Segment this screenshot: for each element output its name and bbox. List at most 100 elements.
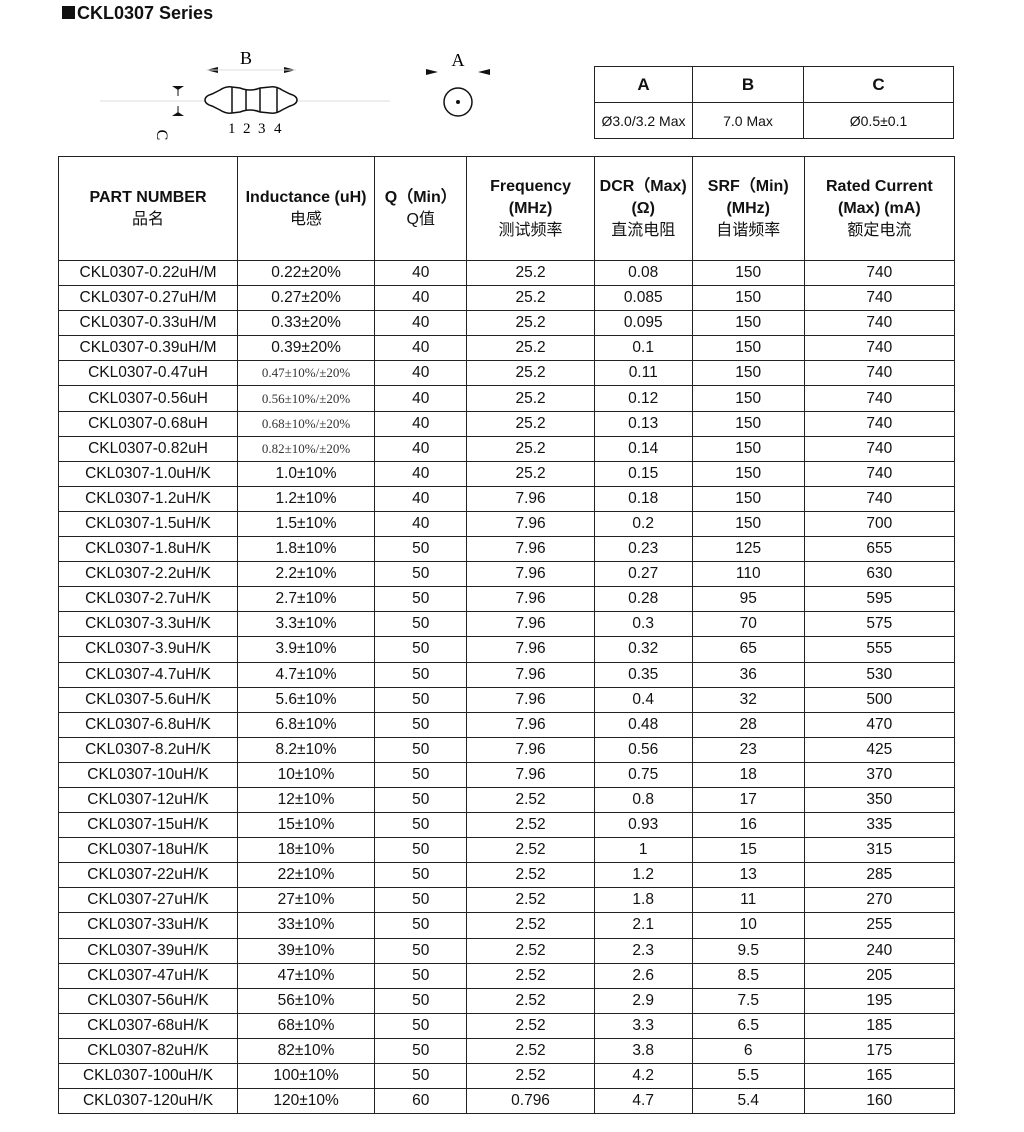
table-cell: 0.3 [593, 611, 693, 638]
table-cell: 13 [691, 862, 805, 889]
table-cell: CKL0307-1.2uH/K [57, 485, 239, 512]
table-cell: 50 [374, 937, 468, 964]
table-cell: 7.96 [466, 661, 595, 688]
table-row: CKL0307-1.8uH/K 1.8±10% 50 7.96 0.23 125 655 [57, 536, 956, 563]
table-row: CKL0307-1.0uH/K 1.0±10% 40 25.2 0.15 150 740 [57, 460, 956, 487]
table-cell: 25.2 [466, 435, 595, 462]
table-cell: 350 [803, 786, 956, 814]
table-cell: 25.2 [466, 335, 595, 362]
header-cn: 品名 [132, 210, 165, 228]
table-cell: CKL0307-3.9uH/K [57, 636, 239, 663]
table-cell: 25.2 [466, 285, 595, 312]
table-cell: CKL0307-82uH/K [57, 1037, 239, 1065]
table-cell: 740 [803, 310, 956, 337]
table-cell: 150 [691, 310, 805, 337]
table-cell: 50 [374, 1062, 468, 1090]
table-cell: 740 [803, 385, 956, 412]
table-cell: 0.93 [593, 812, 693, 839]
dim-header-c: C [803, 66, 954, 103]
table-cell: 50 [374, 661, 468, 688]
table-cell: 0.33±20% [237, 310, 376, 337]
table-cell: 25.2 [466, 360, 595, 387]
header-cn: 自谐频率 [716, 221, 781, 239]
table-cell: 50 [374, 761, 468, 788]
table-cell: CKL0307-15uH/K [57, 812, 239, 839]
table-cell: 6.8±10% [237, 711, 376, 738]
table-cell: 270 [803, 887, 956, 914]
table-row: CKL0307-5.6uH/K 5.6±10% 50 7.96 0.4 32 500 [57, 686, 956, 713]
table-cell: 175 [803, 1037, 956, 1065]
dim-header-a: A [594, 66, 693, 103]
table-row: CKL0307-82uH/K 82±10% 50 2.52 3.8 6 175 [57, 1037, 956, 1065]
table-cell: 0.18 [593, 485, 693, 512]
table-cell: 150 [691, 335, 805, 362]
table-cell: 0.32 [593, 636, 693, 663]
table-cell: 25.2 [466, 385, 595, 412]
table-cell: 500 [803, 686, 956, 713]
table-cell: 2.52 [466, 837, 595, 864]
table-row: CKL0307-4.7uH/K 4.7±10% 50 7.96 0.35 36 530 [57, 661, 956, 688]
table-cell: 25.2 [466, 259, 595, 287]
table-cell: 7.96 [466, 686, 595, 713]
table-cell: 28 [691, 711, 805, 738]
table-cell: 530 [803, 661, 956, 688]
table-cell: 70 [691, 611, 805, 638]
table-cell: 2.3 [593, 937, 693, 964]
table-cell: 0.75 [593, 761, 693, 788]
table-cell: CKL0307-33uH/K [57, 912, 239, 939]
dimensions-table: A B C Ø3.0/3.2 Max 7.0 Max Ø0.5±0.1 [594, 66, 954, 139]
table-cell: CKL0307-39uH/K [57, 937, 239, 964]
table-cell: CKL0307-0.39uH/M [57, 335, 239, 362]
table-cell: 12±10% [237, 786, 376, 814]
table-cell: 185 [803, 1012, 956, 1039]
svg-text:4: 4 [274, 121, 282, 137]
table-cell: 630 [803, 561, 956, 588]
table-cell: 40 [374, 335, 468, 362]
table-cell: 16 [691, 812, 805, 839]
table-cell: 50 [374, 611, 468, 638]
table-cell: 50 [374, 1037, 468, 1065]
table-cell: 2.52 [466, 786, 595, 814]
column-header: DCR（Max) (Ω) 直流电阻 [593, 156, 693, 261]
header-en: Frequency (MHz) [490, 177, 571, 217]
table-row: CKL0307-12uH/K 12±10% 50 2.52 0.8 17 350 [57, 786, 956, 814]
table-row: CKL0307-3.9uH/K 3.9±10% 50 7.96 0.32 65 555 [57, 636, 956, 663]
table-cell: 3.3±10% [237, 611, 376, 638]
table-cell: CKL0307-0.33uH/M [57, 310, 239, 337]
column-header: PART NUMBER 品名 [57, 156, 239, 261]
table-cell: 2.52 [466, 987, 595, 1014]
table-cell: CKL0307-100uH/K [57, 1062, 239, 1090]
table-cell: 740 [803, 485, 956, 512]
table-cell: 56±10% [237, 987, 376, 1014]
table-row: CKL0307-1.5uH/K 1.5±10% 40 7.96 0.2 150 700 [57, 510, 956, 538]
table-row: CKL0307-0.22uH/M 0.22±20% 40 25.2 0.08 150 740 [57, 259, 956, 287]
table-cell: 0.2 [593, 510, 693, 538]
table-cell: 50 [374, 812, 468, 839]
table-cell: 2.52 [466, 1012, 595, 1039]
table-cell: 125 [691, 536, 805, 563]
table-cell: 470 [803, 711, 956, 738]
table-cell: 150 [691, 460, 805, 487]
table-cell: 315 [803, 837, 956, 864]
table-cell: 0.085 [593, 285, 693, 312]
table-row: CKL0307-22uH/K 22±10% 50 2.52 1.2 13 285 [57, 862, 956, 889]
svg-text:1: 1 [228, 121, 236, 137]
table-row: CKL0307-56uH/K 56±10% 50 2.52 2.9 7.5 195 [57, 987, 956, 1014]
table-cell: 5.4 [691, 1088, 805, 1115]
table-cell: 0.39±20% [237, 335, 376, 362]
table-cell: 2.52 [466, 812, 595, 839]
table-cell: 50 [374, 887, 468, 914]
table-cell: 740 [803, 335, 956, 362]
table-cell: 240 [803, 937, 956, 964]
table-cell: 33±10% [237, 912, 376, 939]
table-cell: 7.96 [466, 761, 595, 788]
table-row: CKL0307-15uH/K 15±10% 50 2.52 0.93 16 335 [57, 812, 956, 839]
table-cell: CKL0307-0.82uH [57, 435, 239, 462]
table-cell: 18±10% [237, 837, 376, 864]
table-row: CKL0307-10uH/K 10±10% 50 7.96 0.75 18 370 [57, 761, 956, 788]
table-cell: 0.15 [593, 460, 693, 487]
table-cell: 595 [803, 586, 956, 613]
dim-header-b: B [692, 66, 804, 103]
table-cell: 50 [374, 686, 468, 713]
table-cell: 7.96 [466, 510, 595, 538]
